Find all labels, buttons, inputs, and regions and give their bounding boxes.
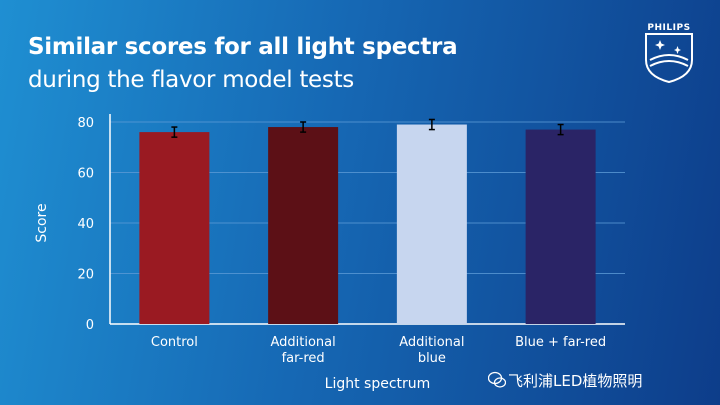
y-tick-label: 0 (86, 318, 94, 333)
x-tick-label: far-red (282, 351, 325, 366)
page-subtitle: during the flavor model tests (28, 67, 354, 93)
philips-shield-icon (645, 33, 693, 84)
brand-name: PHILIPS (647, 23, 691, 33)
page-title: Similar scores for all light spectra (28, 34, 458, 60)
wechat-icon (488, 371, 506, 388)
x-tick-label: Blue + far-red (515, 335, 606, 350)
philips-logo: PHILIPS (640, 20, 698, 84)
watermark-text: 飞利浦LED植物照明 (508, 372, 643, 390)
y-tick-label: 80 (77, 116, 94, 131)
bar (396, 124, 467, 325)
x-axis-label: Light spectrum (325, 376, 431, 392)
bar (268, 127, 339, 324)
bar (525, 129, 596, 324)
y-tick-label: 40 (77, 217, 94, 232)
x-tick-label: Control (151, 335, 198, 350)
bar (139, 132, 210, 324)
x-tick-label: blue (418, 351, 446, 366)
y-tick-label: 60 (77, 167, 94, 182)
x-tick-label: Additional (270, 335, 335, 350)
y-tick-label: 20 (77, 268, 94, 283)
x-tick-label: Additional (399, 335, 464, 350)
y-axis-label: Score (34, 203, 50, 242)
